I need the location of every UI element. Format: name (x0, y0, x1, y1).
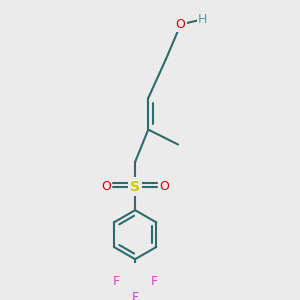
Text: S: S (130, 179, 140, 194)
Text: F: F (151, 275, 158, 289)
Text: H: H (198, 13, 207, 26)
Text: O: O (101, 180, 111, 193)
Text: O: O (176, 18, 186, 31)
Text: O: O (159, 180, 169, 193)
Text: F: F (132, 291, 139, 300)
Text: F: F (112, 275, 119, 289)
